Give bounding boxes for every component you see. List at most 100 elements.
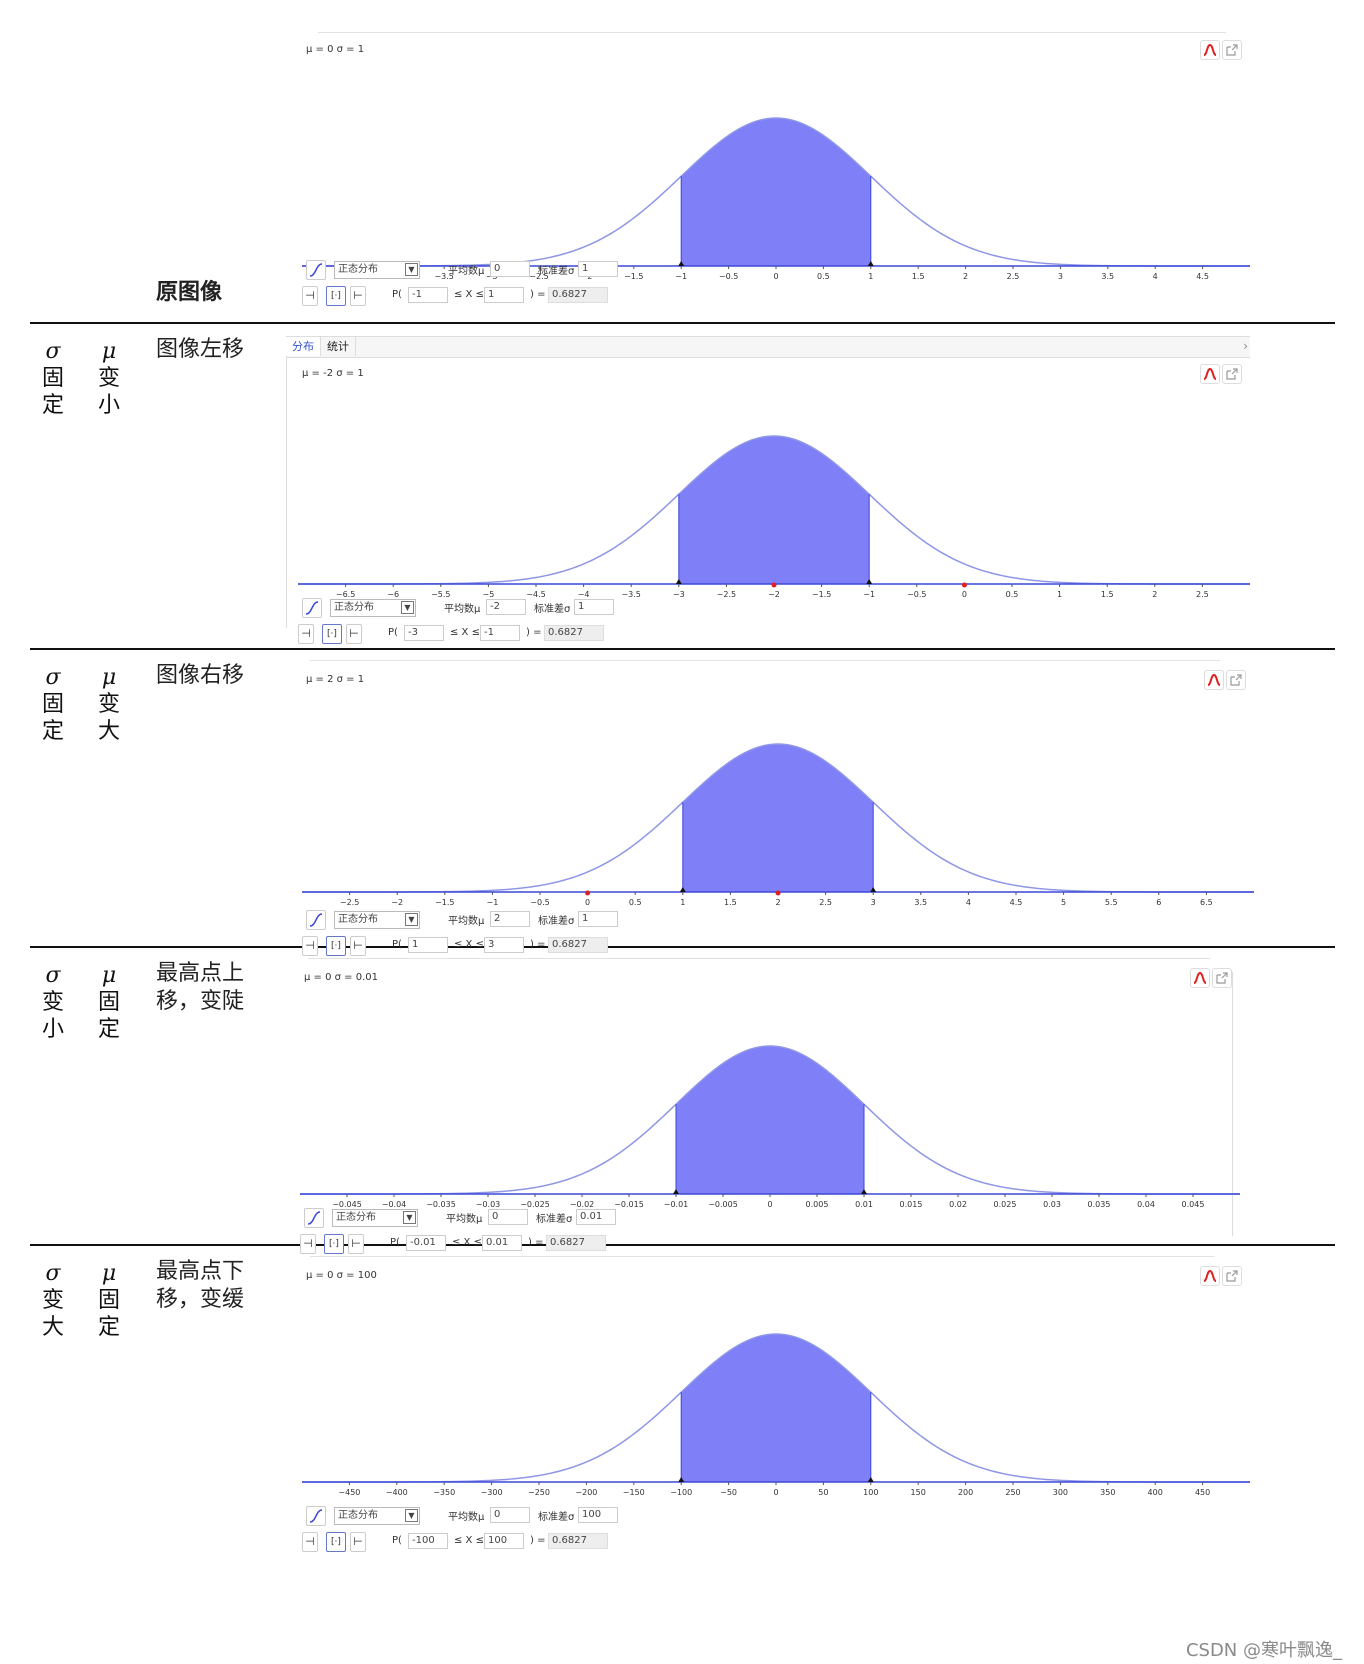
right-sided-button[interactable]: ⊢: [348, 1234, 364, 1254]
distribution-select[interactable]: 正态分布 ▼: [334, 911, 420, 929]
lower-bound-input[interactable]: -0.01: [406, 1235, 446, 1251]
sd-input[interactable]: 1: [578, 261, 618, 277]
mean-input[interactable]: -2: [486, 599, 526, 615]
toggle-curve-button[interactable]: [1200, 40, 1220, 60]
sd-input[interactable]: 100: [578, 1507, 618, 1523]
external-link-icon: [1226, 1270, 1238, 1282]
boundary-marker[interactable]: [867, 261, 874, 266]
cumulative-toggle-button[interactable]: [306, 910, 326, 930]
interval-button[interactable]: [·]: [326, 936, 346, 956]
sd-input[interactable]: 0.01: [576, 1209, 616, 1225]
boundary-marker[interactable]: [679, 887, 686, 892]
mean-input[interactable]: 0: [490, 261, 530, 277]
x-tick-label: −0.02: [570, 1200, 595, 1209]
probability-close-label: ) =: [526, 627, 542, 638]
x-tick-label: −0.035: [426, 1200, 456, 1209]
cumulative-toggle-button[interactable]: [306, 260, 326, 280]
boundary-marker[interactable]: [867, 1477, 874, 1482]
open-window-button[interactable]: [1222, 40, 1242, 60]
x-tick-label: −1.5: [435, 898, 454, 907]
red-point[interactable]: [585, 890, 591, 896]
x-tick-label: 0: [585, 898, 590, 907]
left-sided-button[interactable]: ⊣: [302, 936, 318, 956]
x-tick-label: 2: [1152, 590, 1157, 599]
right-sided-button[interactable]: ⊢: [350, 1532, 366, 1552]
lower-bound-input[interactable]: -100: [408, 1533, 448, 1549]
x-tick-label: 350: [1100, 1488, 1115, 1497]
open-window-button[interactable]: [1222, 1266, 1242, 1286]
upper-bound-input[interactable]: 0.01: [482, 1235, 522, 1251]
boundary-marker[interactable]: [861, 1189, 867, 1194]
red-point[interactable]: [961, 582, 967, 588]
upper-bound-input[interactable]: 1: [484, 287, 524, 303]
upper-bound-input[interactable]: 3: [484, 937, 524, 953]
x-tick-label: −0.025: [520, 1200, 550, 1209]
row-description: 最高点下移，变缓: [156, 1259, 245, 1312]
interval-label: ≤ X ≤: [454, 1535, 484, 1546]
boundary-marker[interactable]: [675, 579, 682, 584]
x-tick-label: 4: [966, 898, 971, 907]
mean-input[interactable]: 2: [490, 911, 530, 927]
x-tick-label: −1: [487, 898, 499, 907]
lower-bound-input[interactable]: -3: [404, 625, 444, 641]
interval-button[interactable]: [·]: [326, 1532, 346, 1552]
close-icon[interactable]: ›: [1243, 339, 1248, 353]
left-sided-button[interactable]: ⊣: [300, 1234, 316, 1254]
right-sided-button[interactable]: ⊢: [350, 936, 366, 956]
red-point[interactable]: [775, 890, 781, 896]
interval-button[interactable]: [·]: [322, 624, 342, 644]
left-sided-button[interactable]: ⊣: [302, 286, 318, 306]
mu-col-char: 固: [97, 990, 120, 1015]
tab-statistics[interactable]: 统计: [321, 337, 356, 356]
left-sided-button[interactable]: ⊣: [302, 1532, 318, 1552]
x-tick-label: −2: [768, 590, 780, 599]
open-window-button[interactable]: [1222, 364, 1242, 384]
boundary-marker[interactable]: [678, 1477, 685, 1482]
sigma-col-char: 大: [41, 1315, 64, 1340]
sd-input[interactable]: 1: [574, 599, 614, 615]
boundary-marker[interactable]: [870, 887, 877, 892]
cumulative-curve-icon: [305, 601, 319, 615]
right-sided-button[interactable]: ⊢: [350, 286, 366, 306]
distribution-select[interactable]: 正态分布 ▼: [334, 1507, 420, 1525]
upper-bound-input[interactable]: -1: [480, 625, 520, 641]
sd-input[interactable]: 1: [578, 911, 618, 927]
boundary-marker[interactable]: [866, 579, 873, 584]
open-window-button[interactable]: [1226, 670, 1246, 690]
interval-button[interactable]: [·]: [326, 286, 346, 306]
tab-distribution[interactable]: 分布: [286, 337, 321, 356]
toggle-curve-button[interactable]: [1204, 670, 1224, 690]
red-point[interactable]: [771, 582, 777, 588]
panel-border: [1232, 972, 1233, 1236]
toggle-curve-button[interactable]: [1190, 968, 1210, 988]
mu-col-char: 变: [97, 692, 120, 717]
left-sided-button[interactable]: ⊣: [298, 624, 314, 644]
boundary-marker[interactable]: [673, 1189, 679, 1194]
x-tick-label: 3.5: [1101, 272, 1114, 281]
mean-input[interactable]: 0: [488, 1209, 528, 1225]
open-window-button[interactable]: [1212, 968, 1232, 988]
x-tick-label: 5: [1061, 898, 1066, 907]
lower-bound-input[interactable]: 1: [408, 937, 448, 953]
right-sided-button[interactable]: ⊢: [346, 624, 362, 644]
x-tick-label: 2.5: [819, 898, 832, 907]
upper-bound-input[interactable]: 100: [484, 1533, 524, 1549]
toggle-curve-button[interactable]: [1200, 1266, 1220, 1286]
distribution-select[interactable]: 正态分布 ▼: [334, 261, 420, 279]
distribution-select[interactable]: 正态分布 ▼: [332, 1209, 418, 1227]
x-tick-label: 3: [871, 898, 876, 907]
chevron-down-icon: ▼: [403, 1211, 416, 1224]
cumulative-toggle-button[interactable]: [304, 1208, 324, 1228]
boundary-marker[interactable]: [678, 261, 685, 266]
cumulative-toggle-button[interactable]: [302, 598, 322, 618]
lower-bound-input[interactable]: -1: [408, 287, 448, 303]
x-tick-label: −2.5: [340, 898, 359, 907]
distribution-select[interactable]: 正态分布 ▼: [330, 599, 416, 617]
toggle-curve-button[interactable]: [1200, 364, 1220, 384]
interval-button[interactable]: [·]: [324, 1234, 344, 1254]
x-tick-label: 250: [1005, 1488, 1020, 1497]
mean-input[interactable]: 0: [490, 1507, 530, 1523]
shaded-probability-area: [678, 436, 870, 584]
cumulative-toggle-button[interactable]: [306, 1506, 326, 1526]
x-tick-label: −300: [481, 1488, 503, 1497]
